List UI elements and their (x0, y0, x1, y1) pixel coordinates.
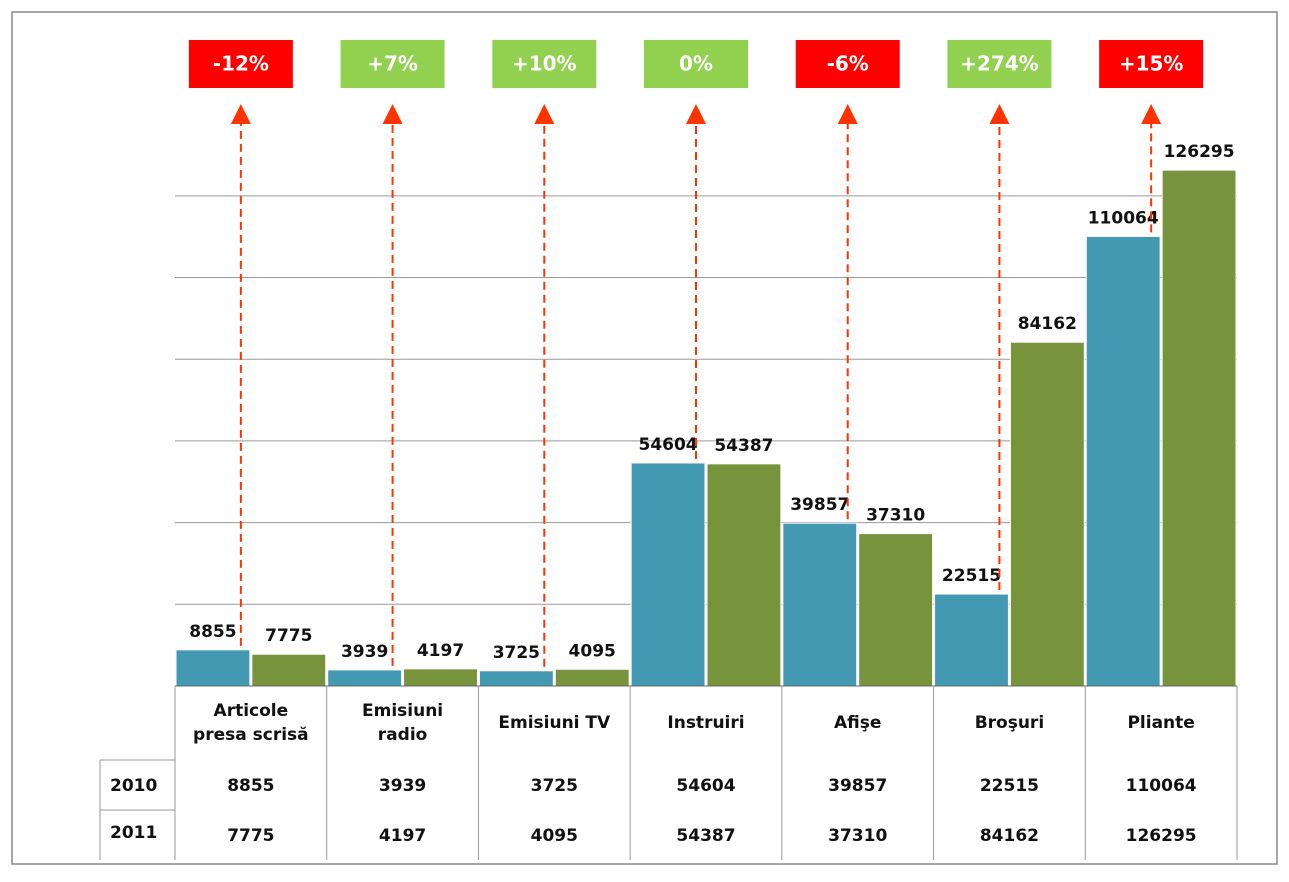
bar (1161, 169, 1237, 687)
legend-label: 2010 (110, 776, 157, 796)
data-label: 8855 (189, 622, 236, 642)
bar (327, 669, 403, 687)
table-cell: 3725 (531, 776, 578, 796)
x-tick-label: Broşuri (975, 713, 1044, 733)
change-box (795, 40, 900, 88)
data-label: 22515 (942, 566, 1001, 586)
table-cell: 4095 (531, 826, 578, 846)
change-box (1099, 40, 1204, 88)
table-cell: 39857 (828, 776, 887, 796)
x-tick-label: Articole presa scrisă (193, 701, 309, 745)
bar (1085, 235, 1161, 687)
table-cell: 126295 (1126, 826, 1197, 846)
legend-label: 2011 (110, 823, 157, 843)
bar (251, 653, 327, 687)
table-cell: 8855 (227, 776, 274, 796)
table-cell: 7775 (227, 826, 274, 846)
change-label: +10% (512, 52, 577, 76)
bar (630, 462, 706, 687)
x-tick-label: Afişe (834, 713, 881, 733)
bar (706, 463, 782, 687)
change-label: -12% (213, 52, 269, 76)
data-label: 126295 (1164, 142, 1235, 162)
table-cell: 84162 (980, 826, 1039, 846)
x-tick-label: Pliante (1127, 713, 1194, 733)
table-cell: 37310 (828, 826, 887, 846)
data-label: 39857 (790, 495, 849, 515)
bar (175, 649, 251, 687)
change-box (644, 40, 748, 88)
data-label: 4197 (417, 641, 464, 661)
table-cell: 22515 (980, 776, 1039, 796)
data-label: 84162 (1018, 314, 1077, 334)
x-tick-label: Instruiri (667, 713, 744, 733)
bar (478, 670, 554, 687)
x-tick-label: Emisiuni radio (362, 701, 443, 745)
change-label: 0% (679, 52, 713, 76)
bar (782, 522, 858, 687)
change-label: +7% (367, 52, 418, 76)
table-cell: 54387 (676, 826, 735, 846)
table-cell: 3939 (379, 776, 426, 796)
data-label: 110064 (1088, 208, 1159, 228)
table-cell: 4197 (379, 826, 426, 846)
change-box (947, 40, 1052, 88)
change-box (340, 40, 445, 88)
bar (934, 593, 1009, 687)
change-label: +15% (1119, 52, 1184, 76)
data-label: 3725 (493, 643, 540, 663)
table-cell: 54604 (676, 776, 735, 796)
change-box (188, 40, 293, 88)
data-label: 37310 (866, 506, 925, 526)
data-label: 3939 (341, 642, 388, 662)
data-label: 54604 (638, 435, 697, 455)
bar (403, 668, 478, 687)
change-box (492, 40, 597, 88)
bar (858, 533, 934, 687)
bar (554, 668, 630, 687)
data-label: 7775 (265, 626, 312, 646)
x-tick-label: Emisiuni TV (498, 713, 611, 733)
bar (1009, 341, 1085, 687)
table-cell: 110064 (1126, 776, 1197, 796)
change-label: -6% (827, 52, 869, 76)
data-label: 4095 (569, 641, 616, 661)
change-label: +274% (960, 52, 1039, 76)
data-label: 54387 (714, 436, 773, 456)
